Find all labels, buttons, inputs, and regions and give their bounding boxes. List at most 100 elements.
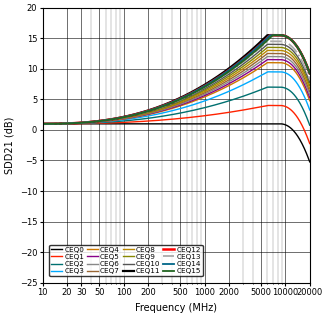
CEQ4 [162, 109, 165, 113]
CEQ10 [266, 42, 270, 46]
CEQ15 [308, 71, 312, 75]
CEQ10 [88, 120, 92, 124]
CEQ11 [266, 33, 270, 37]
CEQ3 [266, 70, 270, 74]
Line: CEQ13: CEQ13 [43, 41, 310, 124]
CEQ9 [308, 84, 312, 87]
CEQ10 [219, 77, 223, 81]
Line: CEQ1: CEQ1 [43, 106, 310, 144]
CEQ3 [88, 121, 92, 125]
CEQ8 [88, 120, 92, 124]
CEQ5 [308, 96, 312, 100]
CEQ12 [219, 74, 223, 78]
CEQ9 [219, 79, 223, 83]
CEQ13 [242, 59, 246, 63]
CEQ10 [41, 122, 45, 126]
Y-axis label: SDD21 (dB): SDD21 (dB) [4, 117, 14, 174]
CEQ2 [88, 121, 92, 125]
CEQ1 [162, 118, 165, 122]
CEQ9 [88, 120, 92, 124]
CEQ13 [88, 120, 92, 124]
CEQ14 [198, 87, 202, 90]
CEQ1 [308, 142, 312, 146]
CEQ6 [162, 108, 165, 112]
CEQ15 [242, 59, 246, 62]
CEQ4 [242, 76, 246, 80]
Line: CEQ9: CEQ9 [43, 48, 310, 124]
CEQ5 [88, 120, 92, 124]
CEQ12 [162, 104, 165, 107]
CEQ13 [266, 39, 270, 43]
CEQ4 [219, 87, 223, 91]
CEQ11 [198, 86, 202, 89]
CEQ5 [41, 122, 45, 126]
CEQ7 [308, 90, 312, 94]
CEQ15 [219, 75, 223, 79]
CEQ10 [162, 105, 165, 109]
CEQ6 [110, 119, 113, 122]
Line: CEQ2: CEQ2 [43, 87, 310, 125]
CEQ6 [308, 93, 312, 97]
CEQ3 [219, 93, 223, 97]
Line: CEQ7: CEQ7 [43, 54, 310, 124]
CEQ8 [41, 122, 45, 126]
CEQ4 [110, 119, 113, 123]
CEQ9 [198, 91, 202, 94]
CEQ12 [242, 57, 246, 61]
CEQ11 [219, 72, 223, 76]
CEQ6 [41, 122, 45, 126]
CEQ4 [266, 61, 270, 65]
CEQ8 [198, 92, 202, 96]
CEQ11 [41, 122, 45, 126]
CEQ1 [110, 121, 113, 125]
CEQ12 [268, 33, 272, 37]
CEQ4 [198, 97, 202, 100]
CEQ14 [219, 74, 223, 78]
CEQ4 [41, 122, 45, 126]
CEQ8 [308, 87, 312, 90]
CEQ14 [110, 118, 113, 121]
CEQ7 [266, 52, 270, 55]
CEQ7 [41, 122, 45, 126]
Line: CEQ5: CEQ5 [43, 60, 310, 124]
CEQ1 [198, 114, 202, 118]
CEQ13 [110, 118, 113, 121]
CEQ6 [242, 71, 246, 75]
CEQ3 [242, 82, 246, 86]
CEQ2 [110, 120, 113, 124]
CEQ0 [198, 122, 202, 126]
CEQ7 [242, 69, 246, 73]
CEQ0 [110, 122, 113, 126]
CEQ3 [162, 111, 165, 115]
Line: CEQ6: CEQ6 [43, 56, 310, 124]
CEQ11 [162, 103, 165, 107]
CEQ12 [41, 122, 45, 126]
CEQ15 [41, 122, 45, 126]
CEQ5 [219, 86, 223, 90]
CEQ3 [110, 119, 113, 123]
Line: CEQ11: CEQ11 [43, 35, 310, 124]
CEQ2 [198, 107, 202, 111]
CEQ9 [266, 46, 270, 49]
Line: CEQ0: CEQ0 [43, 124, 310, 162]
CEQ5 [162, 108, 165, 112]
CEQ13 [308, 77, 312, 81]
CEQ8 [242, 66, 246, 70]
CEQ6 [219, 84, 223, 88]
CEQ15 [271, 33, 275, 37]
CEQ8 [266, 49, 270, 52]
CEQ10 [110, 118, 113, 122]
CEQ9 [162, 106, 165, 109]
Line: CEQ8: CEQ8 [43, 50, 310, 124]
CEQ7 [219, 82, 223, 86]
CEQ12 [198, 87, 202, 90]
CEQ3 [41, 122, 45, 126]
Legend: CEQ0, CEQ1, CEQ2, CEQ3, CEQ4, CEQ5, CEQ6, CEQ7, CEQ8, CEQ9, CEQ10, CEQ11, CEQ12,: CEQ0, CEQ1, CEQ2, CEQ3, CEQ4, CEQ5, CEQ6… [49, 244, 203, 276]
CEQ11 [110, 117, 113, 121]
CEQ9 [41, 122, 45, 126]
CEQ10 [308, 81, 312, 84]
CEQ5 [110, 119, 113, 122]
CEQ10 [198, 89, 202, 93]
CEQ13 [162, 104, 165, 108]
CEQ7 [88, 120, 92, 124]
